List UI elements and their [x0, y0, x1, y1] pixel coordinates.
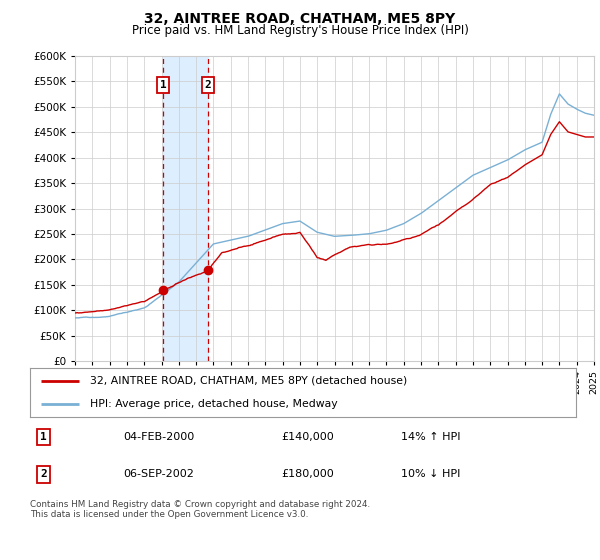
- Text: 14% ↑ HPI: 14% ↑ HPI: [401, 432, 461, 442]
- Text: 04-FEB-2000: 04-FEB-2000: [123, 432, 194, 442]
- Bar: [163, 56, 208, 361]
- Text: 1: 1: [160, 80, 166, 90]
- Text: 32, AINTREE ROAD, CHATHAM, ME5 8PY: 32, AINTREE ROAD, CHATHAM, ME5 8PY: [145, 12, 455, 26]
- Text: 1: 1: [40, 432, 47, 442]
- Text: Contains HM Land Registry data © Crown copyright and database right 2024.
This d: Contains HM Land Registry data © Crown c…: [30, 500, 370, 519]
- Text: HPI: Average price, detached house, Medway: HPI: Average price, detached house, Medw…: [90, 399, 338, 409]
- Text: £140,000: £140,000: [281, 432, 334, 442]
- Text: 10% ↓ HPI: 10% ↓ HPI: [401, 469, 461, 479]
- Text: 32, AINTREE ROAD, CHATHAM, ME5 8PY (detached house): 32, AINTREE ROAD, CHATHAM, ME5 8PY (deta…: [90, 376, 407, 386]
- Text: £180,000: £180,000: [281, 469, 334, 479]
- Text: 2: 2: [205, 80, 211, 90]
- Text: 2: 2: [40, 469, 47, 479]
- Text: Price paid vs. HM Land Registry's House Price Index (HPI): Price paid vs. HM Land Registry's House …: [131, 24, 469, 36]
- Text: 06-SEP-2002: 06-SEP-2002: [123, 469, 194, 479]
